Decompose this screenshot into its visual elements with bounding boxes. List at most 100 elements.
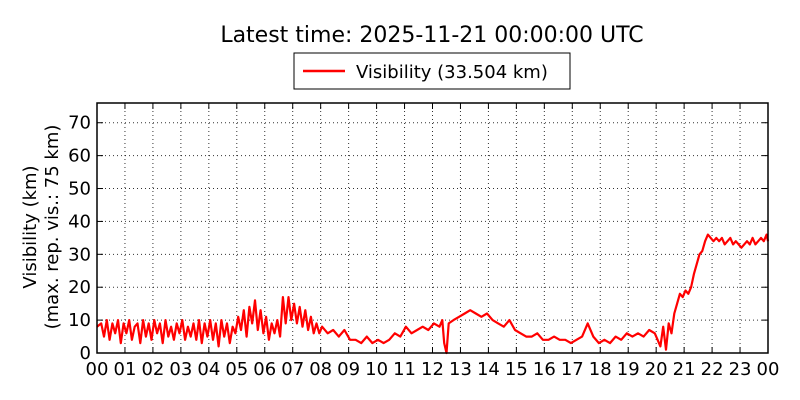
data-point-78 (315, 322, 318, 324)
x-tick-label-9: 09 (337, 359, 360, 380)
data-point-102 (441, 319, 443, 321)
data-point-54 (248, 306, 250, 308)
data-point-86 (355, 339, 357, 341)
data-point-49 (234, 332, 236, 334)
data-point-12 (131, 339, 133, 341)
data-point-30 (181, 319, 183, 321)
data-point-8 (120, 342, 122, 344)
data-point-52 (243, 309, 245, 311)
data-point-26 (170, 326, 172, 328)
data-point-53 (246, 336, 248, 338)
data-point-165 (718, 240, 720, 242)
data-point-131 (592, 336, 594, 338)
legend-label-visibility: Visibility (33.504 km) (356, 62, 548, 83)
data-point-80 (321, 326, 323, 328)
data-point-170 (732, 243, 734, 245)
x-tick-label-19: 19 (617, 359, 640, 380)
data-point-66 (282, 296, 284, 298)
data-point-115 (503, 326, 505, 328)
data-point-103 (443, 342, 445, 344)
data-point-62 (271, 322, 273, 324)
data-point-139 (637, 332, 639, 334)
data-point-118 (520, 332, 522, 334)
data-point-112 (486, 312, 488, 315)
y-tick-label-7: 70 (68, 113, 91, 134)
data-point-125 (559, 339, 561, 341)
data-point-123 (547, 339, 550, 341)
data-point-84 (343, 329, 345, 331)
data-point-156 (693, 273, 695, 275)
data-point-20 (153, 319, 155, 321)
data-point-56 (254, 299, 256, 301)
data-point-105 (448, 322, 450, 324)
data-point-35 (195, 339, 197, 341)
data-point-100 (433, 322, 435, 324)
x-tick-label-3: 03 (169, 359, 192, 380)
data-point-31 (184, 339, 186, 341)
data-point-88 (366, 336, 368, 338)
data-point-41 (212, 339, 214, 341)
data-point-152 (682, 296, 684, 298)
axes: 00 01 02 03 04 05 06 07 08 09 10 11 12 13 14 15 16 17 18 19… (68, 102, 779, 380)
data-point-121 (536, 332, 538, 334)
data-point-75 (307, 329, 309, 331)
data-point-73 (301, 326, 304, 328)
data-point-4 (109, 339, 111, 341)
data-point-137 (626, 332, 628, 334)
data-point-155 (690, 286, 692, 288)
data-point-81 (327, 332, 329, 334)
data-point-108 (464, 312, 466, 315)
data-point-166 (721, 237, 723, 239)
data-point-77 (313, 332, 315, 334)
data-point-65 (279, 336, 281, 338)
data-point-17 (145, 336, 147, 338)
data-point-101 (438, 326, 441, 328)
data-point-176 (749, 243, 751, 245)
data-point-7 (117, 319, 119, 321)
data-point-168 (726, 240, 729, 242)
data-point-159 (701, 250, 703, 252)
data-point-9 (123, 322, 125, 324)
data-point-25 (167, 336, 169, 338)
data-point-96 (410, 332, 413, 334)
data-point-182 (766, 234, 768, 236)
data-point-85 (349, 339, 351, 341)
data-point-67 (285, 322, 287, 324)
data-point-169 (729, 237, 731, 239)
data-point-83 (338, 336, 340, 338)
y-tick-label-0: 0 (80, 343, 91, 364)
data-point-98 (422, 326, 424, 328)
data-point-15 (139, 342, 141, 344)
data-point-119 (525, 336, 527, 338)
data-point-136 (620, 339, 622, 341)
x-tick-label-12: 12 (421, 359, 444, 380)
data-point-126 (564, 339, 566, 341)
data-point-145 (662, 326, 664, 328)
data-point-109 (469, 309, 471, 311)
data-point-39 (206, 336, 208, 338)
data-point-134 (609, 342, 611, 344)
data-point-3 (106, 319, 108, 321)
data-point-91 (383, 342, 385, 344)
data-point-92 (388, 339, 390, 341)
data-point-68 (287, 296, 290, 298)
data-point-94 (399, 336, 401, 338)
data-point-157 (696, 263, 698, 265)
data-point-179 (757, 240, 759, 242)
data-point-140 (643, 336, 645, 338)
data-point-133 (603, 339, 606, 341)
x-tick-label-6: 06 (253, 359, 276, 380)
data-point-28 (176, 322, 178, 324)
data-point-63 (273, 332, 276, 334)
data-point-129 (581, 336, 583, 338)
data-point-43 (218, 345, 220, 347)
data-point-175 (746, 240, 748, 242)
data-point-141 (648, 329, 650, 331)
data-point-18 (148, 322, 150, 324)
data-point-167 (724, 243, 726, 245)
data-point-71 (296, 322, 298, 324)
data-point-142 (654, 332, 656, 334)
data-point-174 (743, 243, 745, 245)
